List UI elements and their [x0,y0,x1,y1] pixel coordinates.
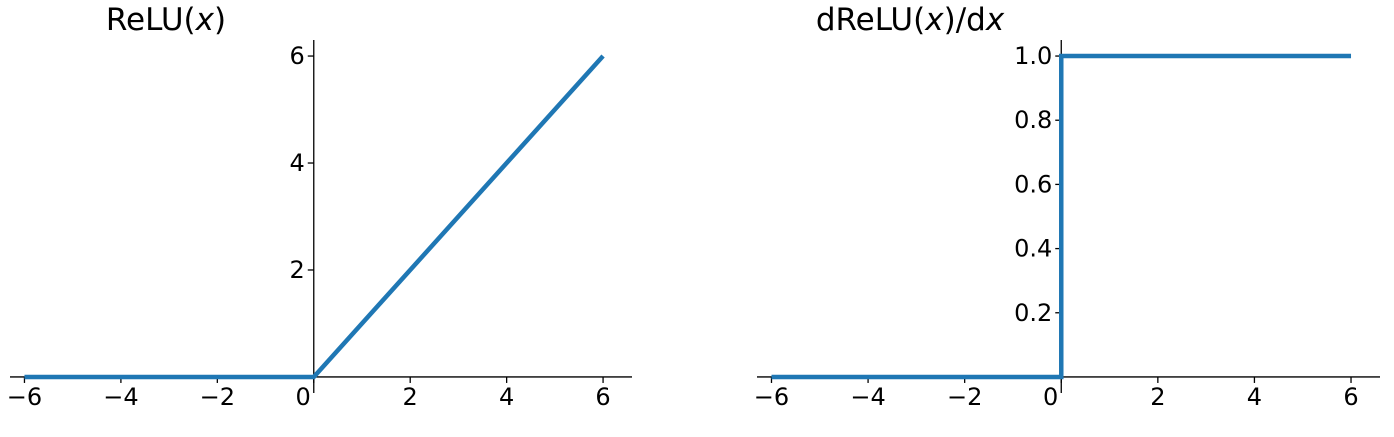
relu-x-tick-label: 6 [595,383,610,411]
relu-derivative-title-part: )/d [944,2,986,38]
relu-y-tick-label: 6 [289,42,304,70]
relu-derivative-y-tick-label: 0.2 [1014,299,1052,327]
relu-derivative-series-line [771,53,1352,380]
relu-derivative-y-tick-label: 0.8 [1014,106,1052,134]
relu-derivative-y-tick-label: 1.0 [1014,42,1052,70]
relu-x-tick-label: 2 [403,383,418,411]
relu-title: ReLU(x) [106,2,226,38]
relu-derivative-title-part: x [985,2,1005,38]
relu-series-line [24,54,605,380]
relu-derivative-y-tick-label: 0.4 [1014,235,1052,263]
relu-title-part: ReLU( [106,2,196,38]
relu-y-tick-label: 2 [289,256,304,284]
relu-panel: ReLU(x) −6 −4 −2 0 2 4 6 2 4 6 [7,2,632,411]
relu-x-tick-label: 4 [499,383,514,411]
relu-title-part: ) [214,2,226,38]
relu-x-tick-label: 0 [295,383,310,411]
relu-derivative-x-tick-label: −2 [947,383,982,411]
relu-derivative-x-tick-label: 4 [1247,383,1262,411]
relu-derivative-x-tick-label: 6 [1343,383,1358,411]
relu-derivative-x-tick-label: 0 [1043,383,1058,411]
relu-derivative-x-tick-label: 2 [1150,383,1165,411]
relu-derivative-y-tick-label: 0.6 [1014,170,1052,198]
relu-derivative-title-part: dReLU( [816,2,925,38]
relu-derivative-x-tick-label: −4 [850,383,885,411]
relu-x-tick-label: −6 [7,383,42,411]
relu-derivative-x-tick-label: −6 [754,383,789,411]
relu-derivative-panel: dReLU(x)/dx−6 −4 −2 0 2 4 60.20.40.60.81.0 [754,2,1380,411]
relu-title-part: x [195,2,215,38]
relu-derivative-title: dReLU(x)/dx [816,2,1005,38]
relu-x-tick-label: −4 [103,383,138,411]
relu-y-tick-label: 4 [289,149,304,177]
relu-x-tick-label: −2 [200,383,235,411]
relu-derivative-title-part: x [924,2,944,38]
